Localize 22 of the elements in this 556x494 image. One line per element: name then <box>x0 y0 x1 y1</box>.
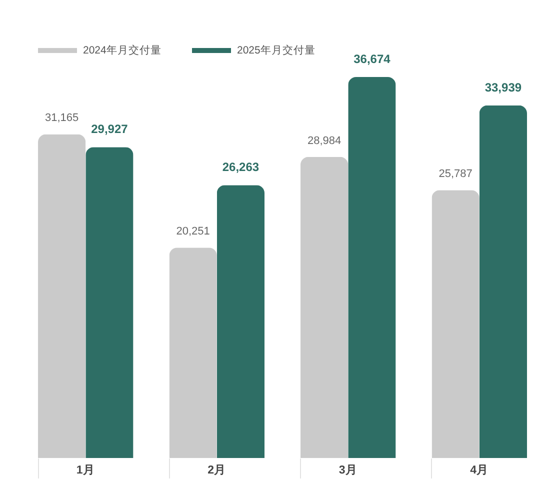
bar <box>216 185 265 458</box>
x-tick-label: 2月 <box>208 464 226 476</box>
data-label: 33,939 <box>484 80 522 94</box>
bar <box>432 190 480 458</box>
data-label: 36,674 <box>354 52 391 66</box>
legend-label: 2024年月交付量 <box>83 44 162 56</box>
x-tick-label: 1月 <box>76 464 95 476</box>
bar <box>348 77 396 458</box>
bar <box>300 156 348 458</box>
data-label: 25,787 <box>438 168 472 180</box>
bar <box>479 105 527 458</box>
data-label: 28,984 <box>307 134 342 147</box>
data-label: 26,263 <box>222 160 260 174</box>
bar <box>86 147 134 458</box>
x-tick-label: 3月 <box>338 464 358 476</box>
data-label: 29,927 <box>91 122 128 136</box>
bar <box>38 134 86 458</box>
x-tick-label: 4月 <box>470 464 489 476</box>
data-label: 31,165 <box>44 112 79 124</box>
bar <box>169 248 217 458</box>
data-label: 20,251 <box>176 226 210 238</box>
legend-label: 2025年月交付量 <box>237 44 316 56</box>
